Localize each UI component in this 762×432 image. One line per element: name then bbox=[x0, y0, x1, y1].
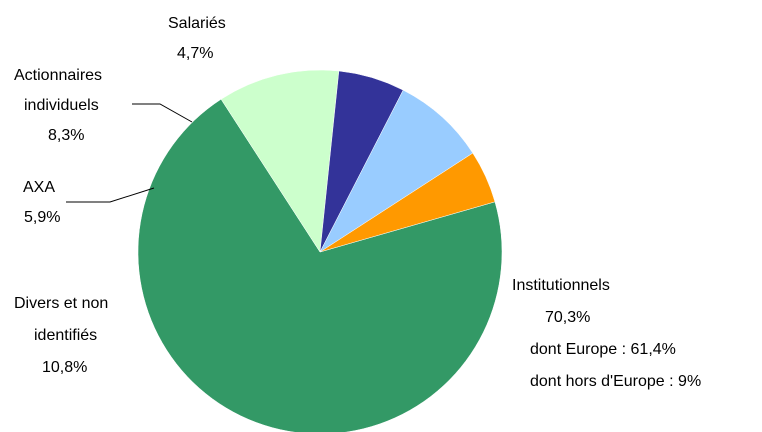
leader-line-actionnaires bbox=[132, 103, 193, 123]
pie-slices bbox=[137, 69, 503, 432]
label-salaries: Salariés 4,7% bbox=[168, 15, 226, 62]
pie-slice-4 bbox=[319, 152, 496, 253]
slice-label-salaries-name: Salariés bbox=[168, 15, 226, 32]
slice-label-divers-name2: identifiés bbox=[34, 327, 97, 344]
slice-label-axa-value: 5,9% bbox=[24, 209, 60, 226]
slice-label-institutionnels-name: Institutionnels bbox=[512, 277, 610, 294]
pie-slice-1 bbox=[220, 69, 340, 253]
leader-line-axa bbox=[66, 187, 155, 203]
slice-label-divers-name1: Divers et non bbox=[14, 295, 108, 312]
slice-label-axa-name: AXA bbox=[23, 179, 55, 196]
pie-slice-0 bbox=[137, 98, 503, 432]
slice-label-salaries-value: 4,7% bbox=[177, 45, 213, 62]
label-axa: AXA 5,9% bbox=[23, 179, 155, 226]
slice-label-actionnaires-name2: individuels bbox=[24, 97, 99, 114]
slice-note-europe: dont Europe : 61,4% bbox=[530, 341, 676, 358]
slice-label-divers-value: 10,8% bbox=[42, 359, 87, 376]
slice-label-actionnaires-name1: Actionnaires bbox=[14, 67, 102, 84]
pie-slice-3 bbox=[319, 89, 474, 253]
label-actionnaires: Actionnaires individuels 8,3% bbox=[14, 67, 193, 144]
slice-note-hors-europe: dont hors d'Europe : 9% bbox=[530, 373, 701, 390]
label-institutionnels: Institutionnels 70,3% dont Europe : 61,4… bbox=[512, 277, 701, 390]
label-divers: Divers et non identifiés 10,8% bbox=[14, 295, 108, 376]
slice-label-institutionnels-value: 70,3% bbox=[545, 309, 590, 326]
slice-label-actionnaires-value: 8,3% bbox=[48, 127, 84, 144]
